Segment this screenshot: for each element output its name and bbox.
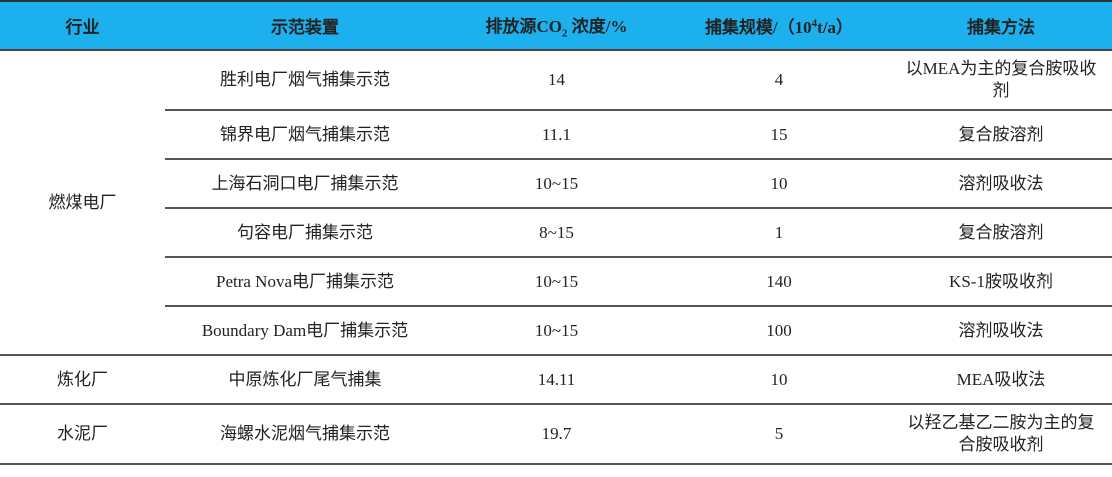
table-row: 锦界电厂烟气捕集示范 11.1 15 复合胺溶剂 <box>0 110 1112 160</box>
table-row: 燃煤电厂 胜利电厂烟气捕集示范 14 4 以MEA为主的复合胺吸收剂 <box>0 50 1112 356</box>
capture-demo-table: 行业 示范装置 排放源CO2 浓度/% 捕集规模/（104t/a） 捕集方法 燃… <box>0 0 1112 465</box>
header-scale: 捕集规模/（104t/a） <box>668 0 890 51</box>
method-cell: MEA吸收法 <box>890 355 1112 405</box>
device-cell: Petra Nova电厂捕集示范 <box>165 257 445 307</box>
method-cell: KS-1胺吸收剂 <box>890 257 1112 307</box>
method-cell: 复合胺溶剂 <box>890 110 1112 160</box>
table-header: 行业 示范装置 排放源CO2 浓度/% 捕集规模/（104t/a） 捕集方法 <box>0 0 1112 51</box>
scale-cell: 1 <box>668 208 890 258</box>
industry-cell: 水泥厂 <box>0 404 165 465</box>
header-industry: 行业 <box>0 0 165 51</box>
device-cell: 上海石洞口电厂捕集示范 <box>165 159 445 209</box>
header-concentration: 排放源CO2 浓度/% <box>445 0 668 51</box>
industry-cell: 炼化厂 <box>0 355 165 405</box>
concentration-cell: 8~15 <box>445 208 668 258</box>
device-cell: 海螺水泥烟气捕集示范 <box>165 404 445 465</box>
table-body: 燃煤电厂 胜利电厂烟气捕集示范 14 4 以MEA为主的复合胺吸收剂 锦界电厂烟气捕集示范… <box>0 50 1112 465</box>
industry-cell: 燃煤电厂 <box>0 50 165 356</box>
concentration-cell: 19.7 <box>445 404 668 465</box>
concentration-cell: 14.11 <box>445 355 668 405</box>
device-cell: 中原炼化厂尾气捕集 <box>165 355 445 405</box>
method-cell: 溶剂吸收法 <box>890 159 1112 209</box>
scale-cell: 5 <box>668 404 890 465</box>
table-row: 句容电厂捕集示范 8~15 1 复合胺溶剂 <box>0 208 1112 258</box>
device-cell: Boundary Dam电厂捕集示范 <box>165 306 445 356</box>
scale-cell: 15 <box>668 110 890 160</box>
header-device: 示范装置 <box>165 0 445 51</box>
method-cell: 复合胺溶剂 <box>890 208 1112 258</box>
scale-cell: 10 <box>668 355 890 405</box>
table-row: 上海石洞口电厂捕集示范 10~15 10 溶剂吸收法 <box>0 159 1112 209</box>
method-cell: 以MEA为主的复合胺吸收剂 <box>890 50 1112 111</box>
table-row: Petra Nova电厂捕集示范 10~15 140 KS-1胺吸收剂 <box>0 257 1112 307</box>
scale-cell: 100 <box>668 306 890 356</box>
device-cell: 句容电厂捕集示范 <box>165 208 445 258</box>
concentration-cell: 10~15 <box>445 257 668 307</box>
scale-cell: 140 <box>668 257 890 307</box>
concentration-cell: 10~15 <box>445 306 668 356</box>
method-cell: 溶剂吸收法 <box>890 306 1112 356</box>
device-cell: 胜利电厂烟气捕集示范 <box>165 50 445 111</box>
scale-cell: 10 <box>668 159 890 209</box>
table-row: Boundary Dam电厂捕集示范 10~15 100 溶剂吸收法 <box>0 306 1112 356</box>
table-row: 水泥厂 海螺水泥烟气捕集示范 19.7 5 以羟乙基乙二胺为主的复合胺吸收剂 <box>0 404 1112 465</box>
table-row: 炼化厂 中原炼化厂尾气捕集 14.11 10 MEA吸收法 <box>0 355 1112 405</box>
header-method: 捕集方法 <box>890 0 1112 51</box>
concentration-cell: 14 <box>445 50 668 111</box>
concentration-cell: 10~15 <box>445 159 668 209</box>
concentration-cell: 11.1 <box>445 110 668 160</box>
method-cell: 以羟乙基乙二胺为主的复合胺吸收剂 <box>890 404 1112 465</box>
device-cell: 锦界电厂烟气捕集示范 <box>165 110 445 160</box>
scale-cell: 4 <box>668 50 890 111</box>
